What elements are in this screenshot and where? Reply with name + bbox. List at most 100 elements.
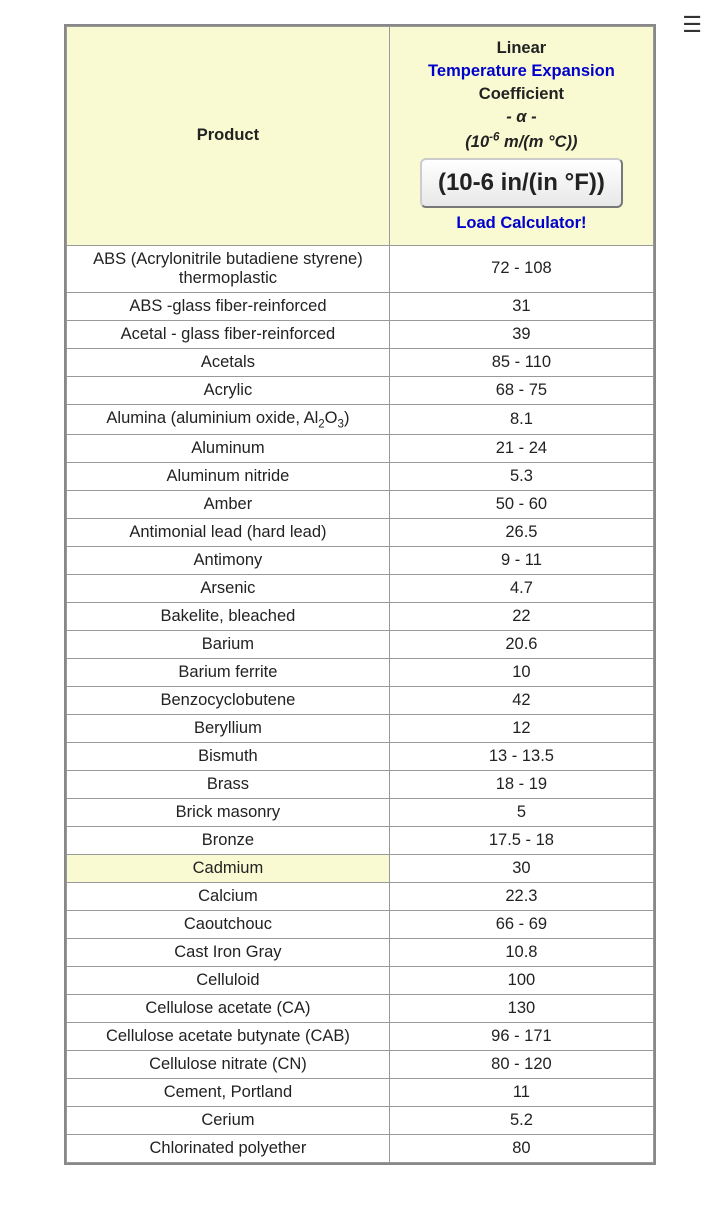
value-cell: 31 [389,292,653,320]
product-cell: Antimony [67,546,390,574]
product-cell: Caoutchouc [67,910,390,938]
product-cell: Cerium [67,1106,390,1134]
table-row: Amber50 - 60 [67,490,654,518]
table-row: Aluminum21 - 24 [67,434,654,462]
value-cell: 66 - 69 [389,910,653,938]
product-cell: Celluloid [67,966,390,994]
table-row: Chlorinated polyether80 [67,1134,654,1162]
value-cell: 18 - 19 [389,770,653,798]
table-row: Antimony9 - 11 [67,546,654,574]
table-row: Barium ferrite10 [67,658,654,686]
product-cell: Cement, Portland [67,1078,390,1106]
table-row: ABS -glass fiber-reinforced31 [67,292,654,320]
value-cell: 8.1 [389,404,653,434]
table-row: Celluloid100 [67,966,654,994]
table-row: Caoutchouc66 - 69 [67,910,654,938]
coef-line-linear: Linear [497,39,547,57]
table-header-row: Product Linear Temperature Expansion Coe… [67,27,654,246]
table-row: Acrylic68 - 75 [67,376,654,404]
table-row: Aluminum nitride5.3 [67,462,654,490]
table-row: Calcium22.3 [67,882,654,910]
hamburger-icon[interactable]: ☰ [682,12,702,38]
product-cell: Aluminum nitride [67,462,390,490]
product-cell: Aluminum [67,434,390,462]
value-cell: 72 - 108 [389,245,653,292]
value-cell: 22 [389,602,653,630]
table-row: Acetal - glass fiber-reinforced39 [67,320,654,348]
table-row: Cadmium30 [67,854,654,882]
value-cell: 5 [389,798,653,826]
table-row: Brick masonry5 [67,798,654,826]
product-cell: ABS (Acrylonitrile butadiene styrene) th… [67,245,390,292]
table-row: Benzocyclobutene42 [67,686,654,714]
value-cell: 39 [389,320,653,348]
table-row: Cast Iron Gray10.8 [67,938,654,966]
product-cell: Alumina (aluminium oxide, Al2O3) [67,404,390,434]
table-row: Cellulose acetate butynate (CAB)96 - 171 [67,1022,654,1050]
product-cell: Cellulose acetate (CA) [67,994,390,1022]
coefficient-header: Linear Temperature Expansion Coefficient… [389,27,653,246]
product-cell: Acetals [67,348,390,376]
product-cell: Barium ferrite [67,658,390,686]
load-calculator-link[interactable]: Load Calculator! [456,214,586,232]
value-cell: 80 [389,1134,653,1162]
temperature-expansion-link[interactable]: Temperature Expansion [428,62,615,80]
value-cell: 80 - 120 [389,1050,653,1078]
product-cell: Acrylic [67,376,390,404]
value-cell: 10.8 [389,938,653,966]
expansion-table-container: Product Linear Temperature Expansion Coe… [64,24,656,1165]
product-cell: Bronze [67,826,390,854]
product-cell: Cellulose acetate butynate (CAB) [67,1022,390,1050]
product-cell: Arsenic [67,574,390,602]
product-cell: Cellulose nitrate (CN) [67,1050,390,1078]
product-cell: Chlorinated polyether [67,1134,390,1162]
coef-alpha-line: - α - [506,108,536,126]
table-row: Cellulose nitrate (CN)80 - 120 [67,1050,654,1078]
product-cell: ABS -glass fiber-reinforced [67,292,390,320]
product-cell: Antimonial lead (hard lead) [67,518,390,546]
value-cell: 85 - 110 [389,348,653,376]
value-cell: 13 - 13.5 [389,742,653,770]
table-row: Bismuth13 - 13.5 [67,742,654,770]
value-cell: 68 - 75 [389,376,653,404]
value-cell: 4.7 [389,574,653,602]
table-row: Cellulose acetate (CA)130 [67,994,654,1022]
table-row: Cement, Portland11 [67,1078,654,1106]
value-cell: 11 [389,1078,653,1106]
table-row: Beryllium12 [67,714,654,742]
product-cell: Acetal - glass fiber-reinforced [67,320,390,348]
coef-unit-si: (10-6 m/(m °C)) [465,133,577,151]
value-cell: 30 [389,854,653,882]
table-row: Antimonial lead (hard lead)26.5 [67,518,654,546]
product-cell: Barium [67,630,390,658]
value-cell: 96 - 171 [389,1022,653,1050]
value-cell: 50 - 60 [389,490,653,518]
value-cell: 9 - 11 [389,546,653,574]
expansion-table: Product Linear Temperature Expansion Coe… [66,26,654,1163]
value-cell: 42 [389,686,653,714]
value-cell: 20.6 [389,630,653,658]
value-cell: 130 [389,994,653,1022]
table-row: Barium20.6 [67,630,654,658]
table-row: ABS (Acrylonitrile butadiene styrene) th… [67,245,654,292]
product-cell: Beryllium [67,714,390,742]
unit-toggle-button[interactable]: (10-6 in/(in °F)) [420,158,623,208]
value-cell: 21 - 24 [389,434,653,462]
value-cell: 12 [389,714,653,742]
value-cell: 5.2 [389,1106,653,1134]
table-row: Bakelite, bleached22 [67,602,654,630]
value-cell: 26.5 [389,518,653,546]
value-cell: 10 [389,658,653,686]
table-row: Arsenic4.7 [67,574,654,602]
table-row: Bronze17.5 - 18 [67,826,654,854]
coef-line-coefficient: Coefficient [479,85,564,103]
product-cell: Brass [67,770,390,798]
value-cell: 17.5 - 18 [389,826,653,854]
product-cell: Cadmium [67,854,390,882]
product-cell: Bakelite, bleached [67,602,390,630]
value-cell: 5.3 [389,462,653,490]
product-cell: Brick masonry [67,798,390,826]
table-row: Acetals85 - 110 [67,348,654,376]
product-cell: Calcium [67,882,390,910]
value-cell: 100 [389,966,653,994]
